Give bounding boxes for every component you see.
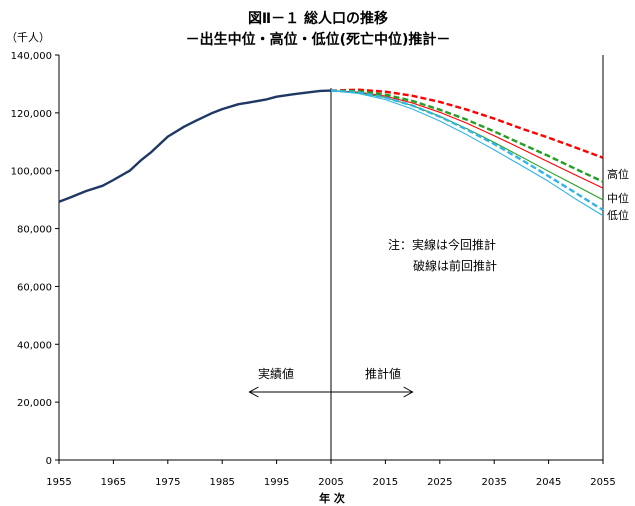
chart-title: 図Ⅱ－１ 総人口の推移 (248, 10, 388, 27)
y-tick-label: 40,000 (17, 340, 52, 351)
y-axis-label: （千人） (6, 31, 50, 44)
line-end-label: 低位 (607, 208, 629, 222)
series-line-high-solid (330, 90, 604, 189)
actual-values-label: 実績値 (258, 366, 294, 381)
series-line-high-dashed (330, 88, 604, 159)
y-tick-label: 80,000 (17, 225, 52, 236)
x-tick-label: 2055 (590, 477, 615, 488)
x-tick-label: 2045 (536, 477, 561, 488)
x-tick-label: 1975 (155, 477, 180, 488)
x-tick-label: 2015 (373, 477, 398, 488)
note-line-1: 注：実線は今回推計 (388, 237, 496, 252)
x-tick-label: 1995 (264, 477, 289, 488)
x-tick-label: 2005 (318, 477, 343, 488)
divider-line (330, 55, 604, 460)
x-tick-label: 2035 (481, 477, 506, 488)
line-end-label: 高位 (607, 167, 629, 181)
x-tick-label: 1985 (209, 477, 234, 488)
period-arrow (248, 386, 414, 398)
series-line-low-dashed (330, 89, 604, 212)
x-tick-label: 1965 (101, 477, 126, 488)
axes: 0 20,000 40,000 60,000 80,000 100,000 120,000 1… (11, 51, 616, 488)
projection-values-label: 推計値 (365, 366, 401, 381)
series-group (58, 88, 604, 217)
line-end-label: 中位 (607, 191, 629, 205)
y-tick-label: 20,000 (17, 398, 52, 409)
series-line-actual-solid (58, 89, 332, 203)
note-line-2: 破線は前回推計 (413, 258, 497, 273)
y-tick-label: 100,000 (11, 167, 52, 178)
y-tick-label: 120,000 (11, 109, 52, 120)
x-axis-label: 年 次 (319, 491, 345, 505)
x-tick-label: 1955 (46, 477, 71, 488)
chart-subtitle: －出生中位・高位・低位(死亡中位)推計－ (186, 31, 451, 48)
y-tick-label: 0 (46, 456, 52, 467)
series-line-medium-dashed (330, 89, 604, 183)
x-tick-label: 2025 (427, 477, 452, 488)
arrow-head-left (248, 386, 259, 398)
series-line-low-solid (330, 90, 604, 217)
arrow-head-right (403, 386, 414, 398)
y-tick-label: 60,000 (17, 282, 52, 293)
y-tick-label: 140,000 (11, 51, 52, 62)
